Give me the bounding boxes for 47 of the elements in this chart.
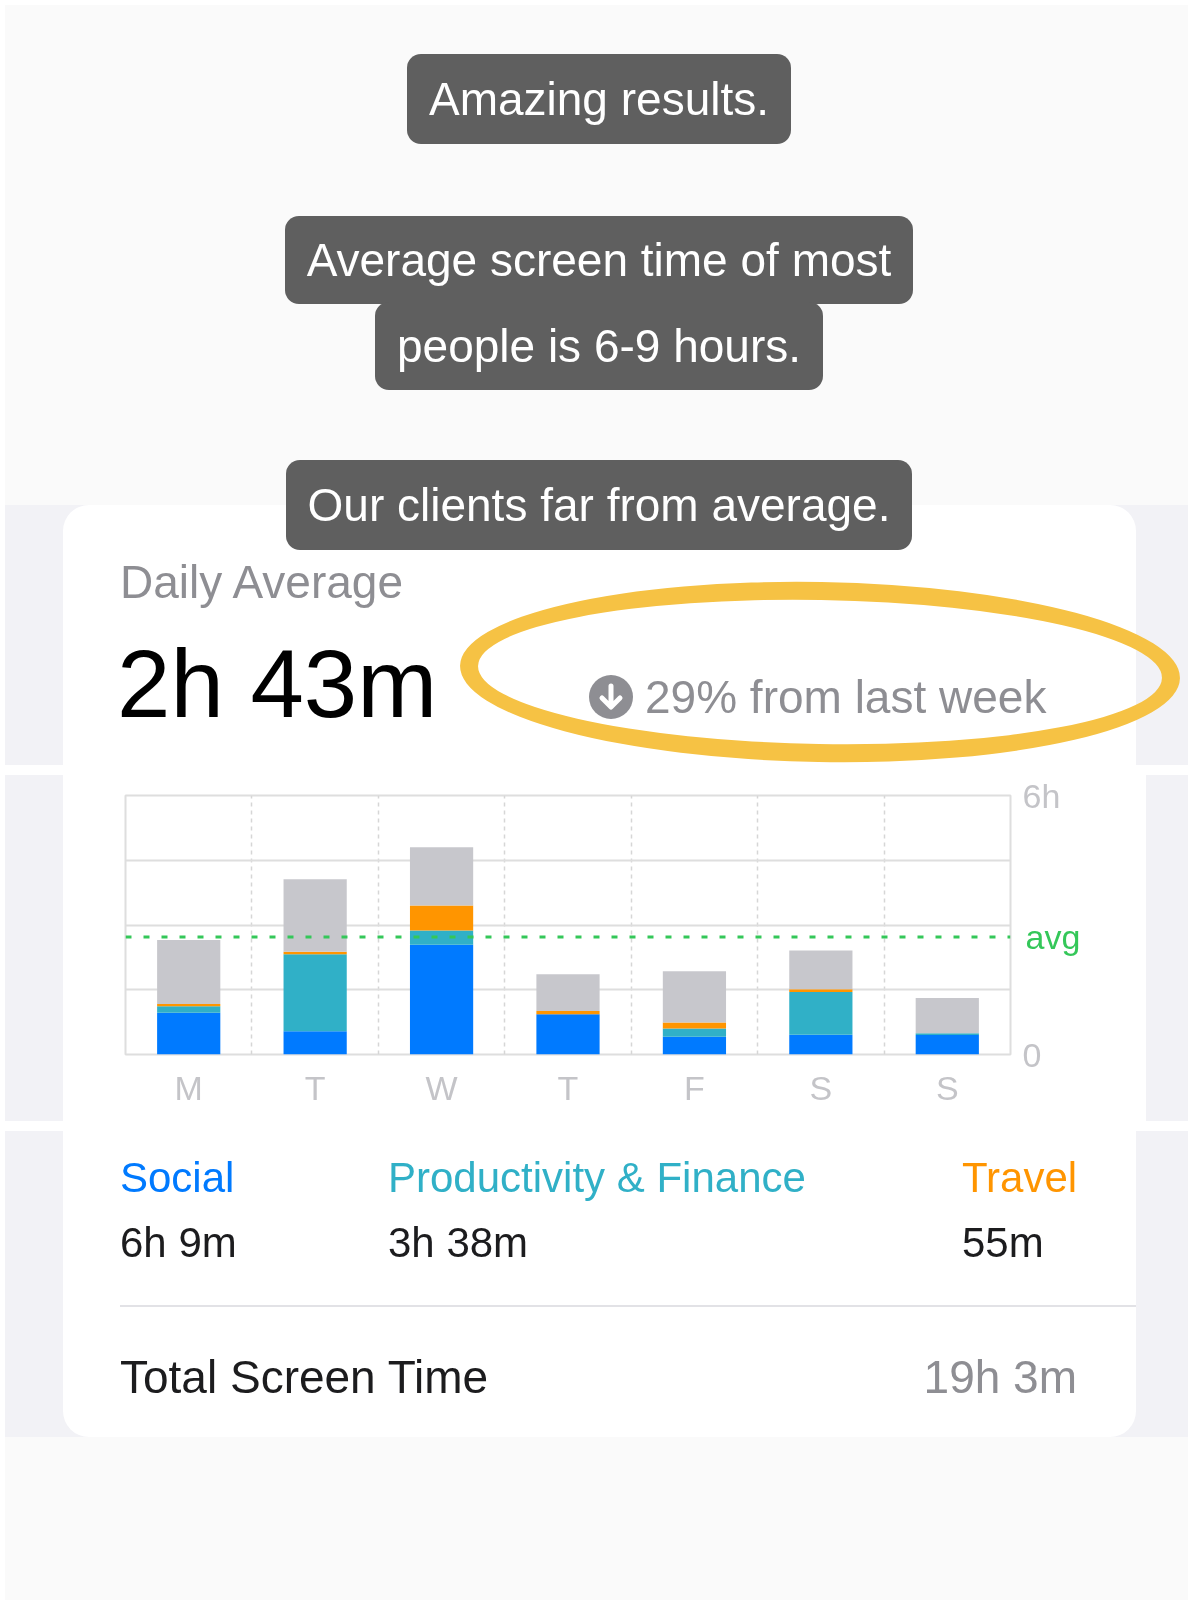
- chart-title: Amazing results.: [406, 54, 791, 144]
- text: 3h 38m: [388, 1218, 529, 1268]
- bar: [789, 991, 853, 1035]
- text: Total Screen Time: [120, 1350, 489, 1405]
- bar: [662, 971, 727, 1023]
- bar: [283, 1031, 347, 1055]
- x-tick-label: S: [809, 1068, 833, 1107]
- bar: [789, 1034, 853, 1055]
- bar: [157, 1003, 221, 1007]
- text: Our clients far from average.: [285, 460, 913, 550]
- text: Travel: [962, 1153, 1078, 1203]
- text: 6h 9m: [120, 1218, 237, 1268]
- bar: [157, 1006, 221, 1013]
- bar: [915, 997, 979, 1034]
- text: 55m: [962, 1218, 1044, 1268]
- ref-line-label: avg: [1025, 918, 1081, 957]
- x-tick-label: M: [174, 1068, 203, 1107]
- text: Daily Average: [120, 555, 403, 610]
- bar: [283, 879, 347, 952]
- text: 2h 43m: [117, 630, 438, 737]
- bar: [915, 1035, 979, 1055]
- x-tick-label: W: [425, 1068, 458, 1107]
- bar: [536, 1014, 600, 1055]
- bar: [409, 930, 474, 945]
- y-tick-label: 0: [1022, 1035, 1042, 1074]
- bar: [789, 989, 853, 992]
- bar: [283, 954, 347, 1032]
- bar: [662, 1022, 727, 1029]
- y-tick-label: 6h: [1022, 776, 1061, 815]
- bar: [157, 1012, 221, 1055]
- text: 29% from last week: [645, 671, 1047, 723]
- bar: [409, 847, 474, 906]
- text: 19h 3m: [923, 1350, 1077, 1405]
- bar: [409, 944, 474, 1055]
- bar: [662, 1036, 727, 1055]
- x-tick-label: T: [557, 1068, 579, 1107]
- bar: [157, 940, 221, 1004]
- text: Social: [120, 1153, 235, 1203]
- bar: [536, 974, 600, 1011]
- x-tick-label: S: [935, 1068, 959, 1107]
- bar: [662, 1028, 727, 1037]
- bar: [409, 905, 474, 931]
- text: Productivity & Finance: [388, 1153, 806, 1203]
- chart-subtitle: Average screen time of most people is 6-9 hours.: [284, 216, 914, 390]
- x-tick-label: T: [304, 1068, 326, 1107]
- bar: [789, 950, 853, 990]
- x-tick-label: F: [684, 1068, 705, 1107]
